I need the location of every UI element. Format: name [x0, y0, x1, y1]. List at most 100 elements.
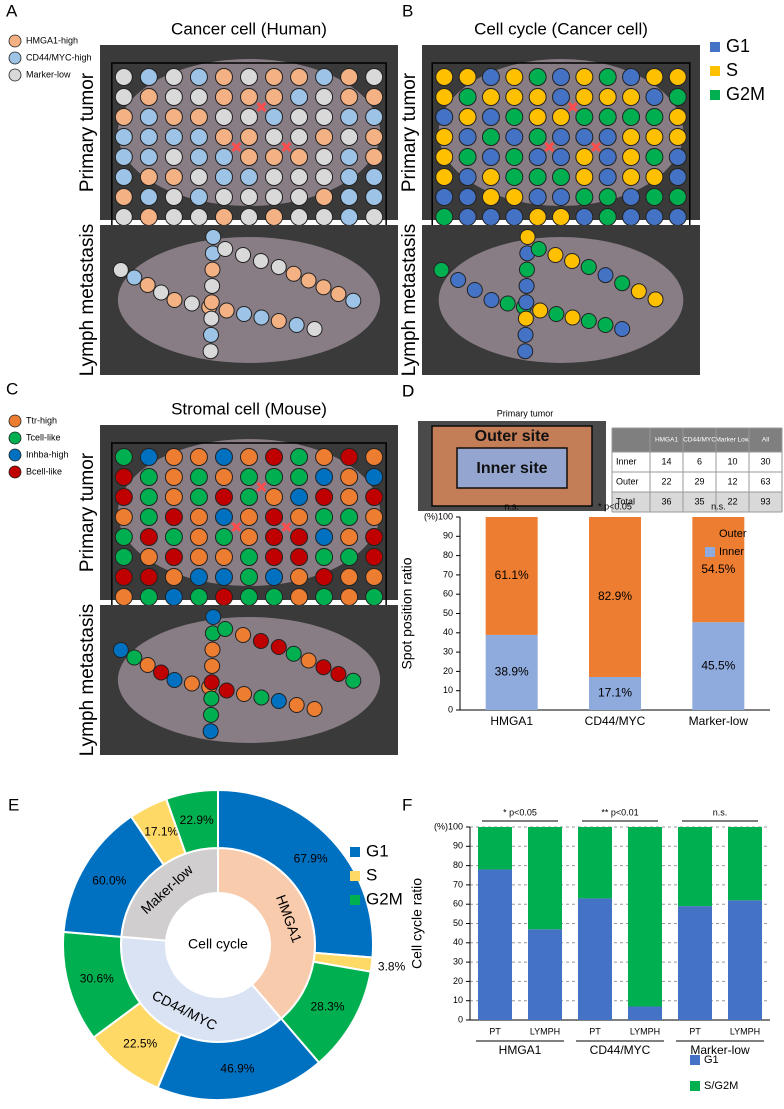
spot — [435, 188, 454, 206]
spot — [189, 588, 208, 606]
x-tick-label: LYMPH — [630, 1026, 660, 1036]
value-label: 61.1% — [495, 568, 529, 582]
spot — [517, 326, 534, 343]
spot — [218, 682, 235, 699]
spot — [114, 468, 133, 486]
spot — [598, 188, 617, 206]
spot — [214, 208, 233, 226]
spot — [189, 128, 208, 146]
table-cell: 29 — [694, 476, 704, 486]
spot — [315, 168, 334, 186]
spot — [435, 208, 454, 226]
panel-letter: D — [402, 381, 414, 400]
spot — [315, 528, 334, 546]
spot — [481, 208, 500, 226]
spot — [435, 168, 454, 186]
spot — [340, 168, 359, 186]
spot — [552, 108, 570, 126]
spot — [519, 229, 536, 245]
value-label: 30.6% — [80, 972, 114, 986]
spot — [668, 108, 687, 126]
table-cell: 14 — [661, 456, 671, 466]
legend-swatch — [8, 68, 22, 82]
spot — [340, 108, 359, 126]
y-tick-label: 80 — [453, 860, 463, 870]
spot — [114, 208, 133, 226]
spot — [528, 208, 547, 226]
spot — [290, 208, 309, 226]
spot — [315, 568, 334, 586]
spot — [505, 208, 524, 226]
spot — [240, 68, 258, 86]
spot — [580, 313, 597, 329]
spot — [340, 488, 359, 506]
spot — [164, 468, 183, 486]
spot — [622, 188, 641, 206]
table-cell: Inner — [616, 456, 637, 466]
spot — [114, 548, 133, 566]
spot — [265, 188, 284, 206]
spot — [340, 88, 359, 106]
spot — [552, 128, 570, 146]
spot — [114, 568, 133, 586]
spot — [139, 168, 158, 186]
inner-label: Inner site — [476, 460, 547, 477]
legend-swatch — [350, 895, 360, 905]
spot — [622, 108, 641, 126]
spot — [214, 508, 233, 526]
spot — [365, 168, 384, 186]
spot — [252, 633, 269, 649]
spot — [214, 448, 233, 466]
legend-label: G2M — [366, 889, 403, 908]
spot — [505, 128, 524, 146]
spot — [668, 148, 687, 166]
spot — [189, 508, 208, 526]
legend-label: S — [726, 60, 738, 80]
spot — [340, 468, 359, 486]
bar-segment — [578, 898, 612, 1020]
spot — [575, 108, 594, 126]
legend-label: G1 — [704, 1054, 719, 1066]
image-title: Primary tumor — [497, 408, 554, 418]
value-label: 28.3% — [311, 999, 345, 1013]
spot — [265, 548, 284, 566]
spot — [315, 448, 334, 466]
spot — [189, 448, 208, 466]
spot — [315, 128, 334, 146]
y-tick-label: 100 — [438, 511, 453, 521]
table-cell: 10 — [727, 456, 737, 466]
x-tick-label: Marker-low — [689, 714, 749, 728]
spot — [598, 88, 617, 106]
spot — [345, 292, 362, 309]
spot — [285, 645, 302, 662]
spot — [668, 88, 687, 106]
spot — [290, 508, 309, 526]
legend-label: Inner — [719, 546, 744, 558]
legend-swatch — [8, 34, 22, 48]
spot — [139, 68, 158, 86]
y-tick-label: 100 — [448, 821, 463, 831]
panel-letter: D — [402, 381, 414, 400]
group-label: CD44/MYC — [590, 1043, 651, 1057]
spot — [290, 568, 309, 586]
spot — [139, 128, 158, 146]
table-cell: 6 — [697, 456, 702, 466]
panel-title: Stromal cell (Mouse) — [171, 399, 327, 418]
y-axis-label: Cell cycle ratio — [409, 878, 425, 969]
spot — [139, 188, 158, 206]
spot — [598, 108, 617, 126]
table-cell: 35 — [694, 496, 704, 506]
spot — [622, 68, 641, 86]
inner-region — [456, 447, 568, 489]
spot — [345, 672, 362, 689]
x-tick-label: HMGA1 — [490, 714, 533, 728]
table-cell: Total — [616, 496, 635, 506]
spot — [203, 294, 220, 311]
y-unit: (%) — [434, 821, 448, 831]
spot — [139, 277, 156, 293]
spot — [365, 128, 384, 146]
spot — [270, 259, 287, 275]
spot — [164, 488, 183, 506]
spot — [598, 208, 617, 226]
spot — [481, 68, 500, 86]
